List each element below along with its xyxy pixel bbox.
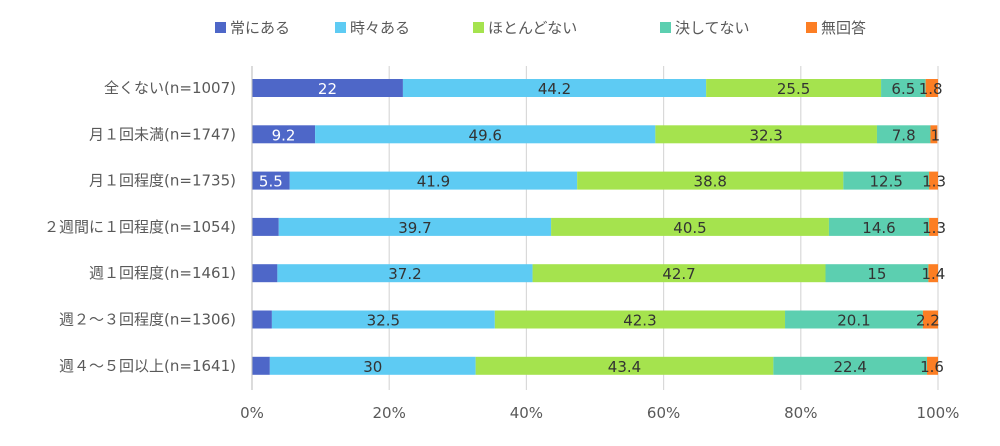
category-label: 月１回未満(n=1747) — [89, 125, 236, 143]
data-label: 22.4 — [833, 358, 866, 376]
bar-segment — [843, 171, 930, 190]
data-label: 49.6 — [469, 126, 502, 144]
legend-swatch — [215, 22, 226, 33]
legend-label: 決してない — [675, 19, 750, 37]
x-tick-label: 100% — [917, 404, 960, 422]
category-label: 月１回程度(n=1735) — [89, 172, 236, 190]
x-tick-label: 80% — [784, 404, 817, 422]
data-label: 1 — [931, 126, 941, 144]
bar-segment — [922, 310, 938, 329]
bar-segment — [277, 264, 533, 283]
data-label: 6.5 — [891, 80, 915, 98]
category-label: 週２～３回程度(n=1306) — [59, 311, 236, 329]
bar-segment — [785, 310, 923, 329]
category-label: 週４～５回以上(n=1641) — [59, 357, 236, 375]
bar-segment — [252, 79, 403, 97]
bar-segment — [930, 125, 938, 144]
bar-segment — [532, 264, 826, 283]
legend-swatch — [335, 22, 346, 33]
legend-label: 無回答 — [821, 19, 866, 37]
data-label: 22 — [318, 80, 337, 98]
bar-segment — [551, 217, 829, 236]
bar-segment — [252, 356, 270, 375]
bar-segment — [881, 79, 926, 97]
bar-segment — [271, 310, 495, 329]
bar-segment — [494, 310, 786, 329]
data-label: 1.3 — [922, 173, 946, 191]
bar-segment — [929, 217, 938, 236]
bar-segment — [252, 310, 272, 329]
bar-segment — [289, 171, 578, 190]
x-tick-label: 0% — [240, 404, 264, 422]
data-label: 15 — [867, 265, 886, 283]
legend-label: 常にある — [230, 19, 290, 37]
data-label: 5.5 — [259, 173, 283, 191]
data-label: 1.3 — [922, 219, 946, 237]
x-tick-label: 20% — [373, 404, 406, 422]
bar-segment — [876, 125, 931, 144]
bar-segment — [706, 79, 882, 97]
data-label: 42.7 — [662, 265, 695, 283]
bar-segment — [402, 79, 707, 97]
data-label: 1.4 — [921, 265, 945, 283]
legend-label: 時々ある — [350, 19, 410, 37]
legend-swatch — [806, 22, 817, 33]
data-label: 40.5 — [673, 219, 706, 237]
bar-segment — [925, 79, 938, 97]
bar-segment — [929, 171, 938, 190]
bar-segment — [252, 171, 290, 190]
bar-segment — [278, 217, 552, 236]
data-label: 39.7 — [398, 219, 431, 237]
data-label: 1.6 — [920, 358, 944, 376]
bar-segment — [252, 125, 316, 144]
x-tick-label: 40% — [510, 404, 543, 422]
data-label: 7.8 — [892, 126, 916, 144]
bar-segment — [825, 264, 929, 283]
x-tick-label: 60% — [647, 404, 680, 422]
data-label: 41.9 — [417, 173, 450, 191]
legend-swatch — [473, 22, 484, 33]
category-label: ２週間に１回程度(n=1054) — [44, 218, 236, 236]
bar-segment — [577, 171, 844, 190]
data-label: 37.2 — [388, 265, 421, 283]
bar-segment — [927, 356, 938, 375]
data-label: 42.3 — [623, 312, 656, 330]
data-label: 9.2 — [272, 126, 296, 144]
bar-segment — [928, 264, 938, 283]
data-label: 30 — [363, 358, 382, 376]
data-label: 32.3 — [749, 126, 782, 144]
bar-segment — [475, 356, 774, 375]
bar-segment — [252, 217, 279, 236]
data-label: 25.5 — [777, 80, 810, 98]
data-label: 1.8 — [919, 80, 943, 98]
data-label: 2.2 — [916, 312, 940, 330]
legend-label: ほとんどない — [488, 19, 577, 37]
data-label: 32.5 — [367, 312, 400, 330]
data-label: 14.6 — [862, 219, 895, 237]
data-label: 43.4 — [608, 358, 641, 376]
bar-segment — [269, 356, 476, 375]
bar-segment — [828, 217, 930, 236]
bar-segment — [315, 125, 656, 144]
data-label: 38.8 — [694, 173, 727, 191]
data-label: 20.1 — [837, 312, 870, 330]
bar-segment — [252, 264, 278, 283]
data-label: 12.5 — [870, 173, 903, 191]
bar-segment — [655, 125, 877, 144]
bar-segment — [773, 356, 928, 375]
category-label: 全くない(n=1007) — [104, 79, 236, 97]
data-label: 44.2 — [538, 80, 571, 98]
legend-swatch — [660, 22, 671, 33]
category-label: 週１回程度(n=1461) — [89, 264, 236, 282]
